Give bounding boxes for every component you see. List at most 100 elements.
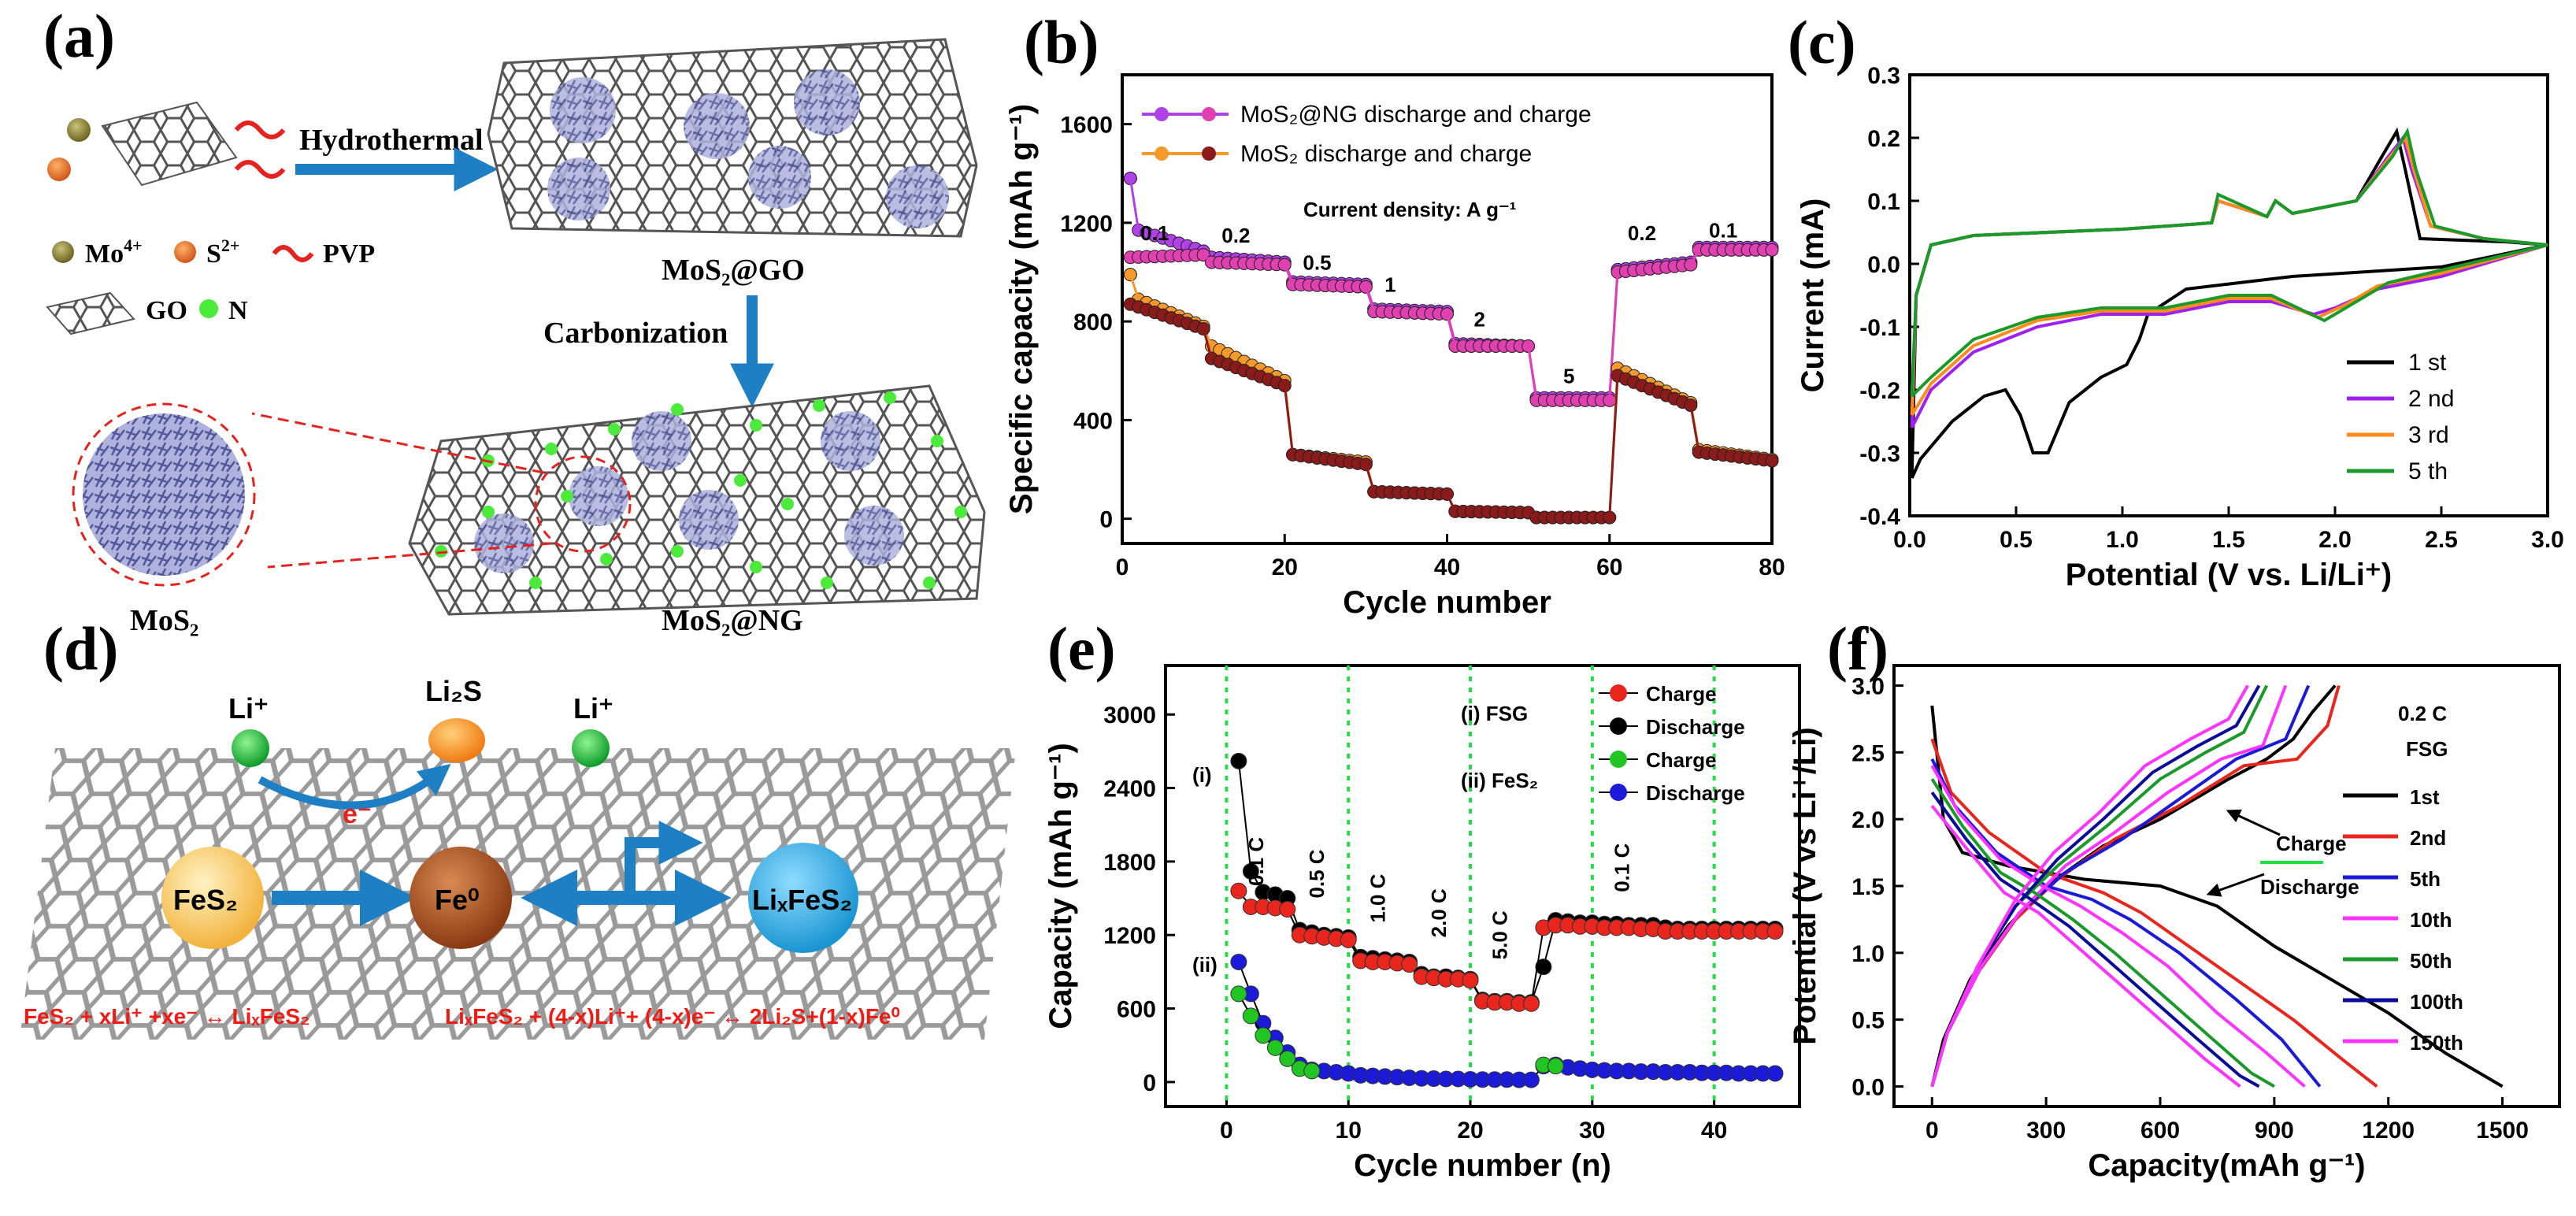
n-label: N xyxy=(228,296,248,325)
y-tick-label: 1200 xyxy=(1103,923,1156,949)
rate-label: 0.5 C xyxy=(1305,849,1329,898)
legend-marker xyxy=(1610,784,1627,801)
series-line xyxy=(1530,927,1544,1004)
x-tick-label: 10 xyxy=(1336,1118,1362,1144)
legend-label: Discharge xyxy=(1646,715,1745,739)
data-point xyxy=(1462,972,1479,989)
data-point xyxy=(1255,1027,1272,1044)
charge-curve xyxy=(1930,684,2311,1088)
legend-label: 5 th xyxy=(2408,458,2448,484)
legend-marker xyxy=(1155,146,1169,161)
fes2-particle-icon xyxy=(161,847,264,949)
go-label: GO xyxy=(146,296,187,325)
x-tick-label: 40 xyxy=(1434,554,1460,580)
legend-marker xyxy=(1610,717,1627,735)
series-line xyxy=(1608,272,1619,401)
legend-label: 2nd xyxy=(2410,826,2446,850)
material-header: FSG xyxy=(2406,737,2448,761)
discharge-curve xyxy=(1930,705,2504,1088)
x-axis-title: Cycle number (n) xyxy=(1354,1148,1611,1183)
panel-label: (e) xyxy=(1047,614,1116,683)
y-tick-label: 3.0 xyxy=(1851,673,1885,699)
data-point xyxy=(1266,1039,1284,1056)
y-tick-label: 0.2 xyxy=(1867,126,1900,152)
li-release-arrow-icon xyxy=(625,821,703,898)
series-line xyxy=(1237,761,1252,872)
series-line xyxy=(1446,493,1457,512)
legend-label: 3 rd xyxy=(2408,422,2449,448)
legend-label: 10th xyxy=(2410,908,2452,932)
li2s-label: Li₂S xyxy=(425,675,482,707)
electron-label: e⁻ xyxy=(343,799,372,829)
data-point xyxy=(1230,882,1247,899)
rate-label: 1.0 C xyxy=(1366,873,1390,922)
fsg-label: (i) FSG xyxy=(1461,702,1528,725)
li-ion-icon xyxy=(232,729,269,767)
chart-c: 0.0 0.5 1.0 1.5 2.0 2.5 3.0 -0.4 -0.3 -0.2 -0.1 0.0… xyxy=(1788,8,2564,592)
current-density-label: Current density: A g⁻¹ xyxy=(1303,198,1516,221)
hydrothermal-label: Hydrothermal xyxy=(299,124,484,157)
data-point xyxy=(1401,956,1418,973)
y-tick-label: 1.0 xyxy=(1851,941,1885,967)
s-legend-icon xyxy=(174,241,196,263)
discharge-annotation: Discharge xyxy=(2260,875,2359,899)
li-left-label: Li⁺ xyxy=(228,692,269,725)
discharge-curve xyxy=(1930,804,2241,1088)
x-tick-label: 0 xyxy=(1926,1118,1939,1144)
series-line xyxy=(1129,178,1140,231)
series-line xyxy=(1608,375,1619,518)
discharge-curve xyxy=(1930,778,2275,1088)
mos2-label: MoS₂ xyxy=(130,604,198,637)
charge-curve xyxy=(1930,684,2288,1088)
mo-atom-icon xyxy=(67,118,91,142)
equation-2: LiₓFeS₂ + (4-x)Li⁺+ (4-x)e⁻ ↔ 2Li₂S+(1-x… xyxy=(445,1004,900,1029)
y-axis-title: Current (mA) xyxy=(1796,198,1830,393)
legend-label: 50th xyxy=(2410,949,2452,973)
x-tick-label: 600 xyxy=(2140,1118,2180,1144)
legend-label: 150th xyxy=(2410,1031,2463,1055)
x-tick-label: 1.0 xyxy=(2106,527,2139,553)
legend-label: Charge xyxy=(1646,682,1717,706)
series-line xyxy=(1689,405,1700,453)
data-point xyxy=(1522,1071,1540,1088)
li2s-icon xyxy=(428,718,485,762)
x-tick-label: 20 xyxy=(1272,554,1298,580)
data-point xyxy=(1765,454,1779,468)
electron-arrow-icon xyxy=(258,764,451,810)
legend-marker xyxy=(1610,751,1627,768)
x-tick-label: 30 xyxy=(1579,1118,1605,1144)
y-tick-label: 0 xyxy=(1099,507,1113,533)
mos2-ng-nanosphere-group xyxy=(474,411,904,573)
data-point xyxy=(1279,1050,1296,1067)
rate-label: 0.2 xyxy=(1221,224,1250,247)
rate-header: 0.2 C xyxy=(2398,702,2447,725)
legend-label: Charge xyxy=(1646,748,1717,772)
y-tick-label: 2.0 xyxy=(1851,807,1885,833)
legend-label: 2 nd xyxy=(2408,386,2454,412)
mos2-ng-label: MoS₂@NG xyxy=(662,604,803,637)
x-tick-label: 900 xyxy=(2255,1118,2294,1144)
series-i-label: (i) xyxy=(1192,763,1212,787)
y-axis-title: Capacity (mAh g⁻¹) xyxy=(1043,743,1078,1029)
x-axis-title: Potential (V vs. Li/Li⁺) xyxy=(2066,558,2393,592)
lixfes2-label: LiₓFeS₂ xyxy=(752,884,852,916)
y-tick-label: 0.1 xyxy=(1867,189,1900,215)
zoom-line-icon xyxy=(267,542,552,569)
y-tick-label: 0.0 xyxy=(1851,1075,1885,1101)
panel-label: (f) xyxy=(1827,614,1888,683)
rate-label: 5 xyxy=(1563,364,1574,387)
graphene-sheet-icon xyxy=(20,748,1016,1040)
x-tick-label: 1.5 xyxy=(2212,527,2245,553)
data-point xyxy=(1303,1062,1321,1080)
panel-a: (a) Hydrothermal Mo4+ S2+ PVP GO N MoS₂@… xyxy=(43,2,986,637)
legend-marker xyxy=(1202,107,1216,121)
x-tick-label: 1500 xyxy=(2476,1118,2529,1144)
rate-label: 5.0 C xyxy=(1488,910,1511,959)
series-line xyxy=(1364,464,1376,492)
data-point xyxy=(1230,985,1247,1003)
rate-label: 0.1 xyxy=(1709,219,1737,243)
panel-a-label: (a) xyxy=(43,2,115,70)
data-point xyxy=(1522,995,1540,1012)
x-tick-label: 2.0 xyxy=(2318,527,2352,553)
